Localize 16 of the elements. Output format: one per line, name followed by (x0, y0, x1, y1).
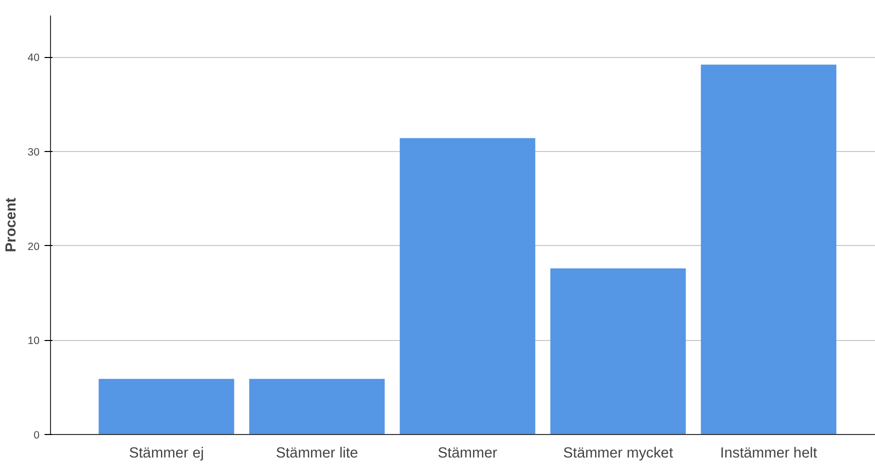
bar (400, 138, 536, 434)
x-tick-label: Stämmer ej (128, 446, 204, 462)
bar (98, 378, 234, 434)
x-tick-label: Stämmer (438, 446, 498, 462)
bar (550, 268, 686, 434)
bar (700, 64, 836, 434)
y-tick-label: 20 (28, 240, 40, 253)
y-tick-label: 40 (28, 52, 40, 64)
x-tick-label: Stämmer lite (276, 446, 358, 462)
y-tick-label: 10 (28, 335, 40, 348)
y-axis-title: Procent (4, 198, 20, 252)
y-tick-label: 0 (34, 430, 40, 442)
bar (249, 378, 385, 434)
y-tick-label: 30 (28, 146, 40, 158)
x-tick-label: Instämmer helt (720, 446, 818, 462)
x-tick-label: Stämmer mycket (563, 446, 674, 462)
